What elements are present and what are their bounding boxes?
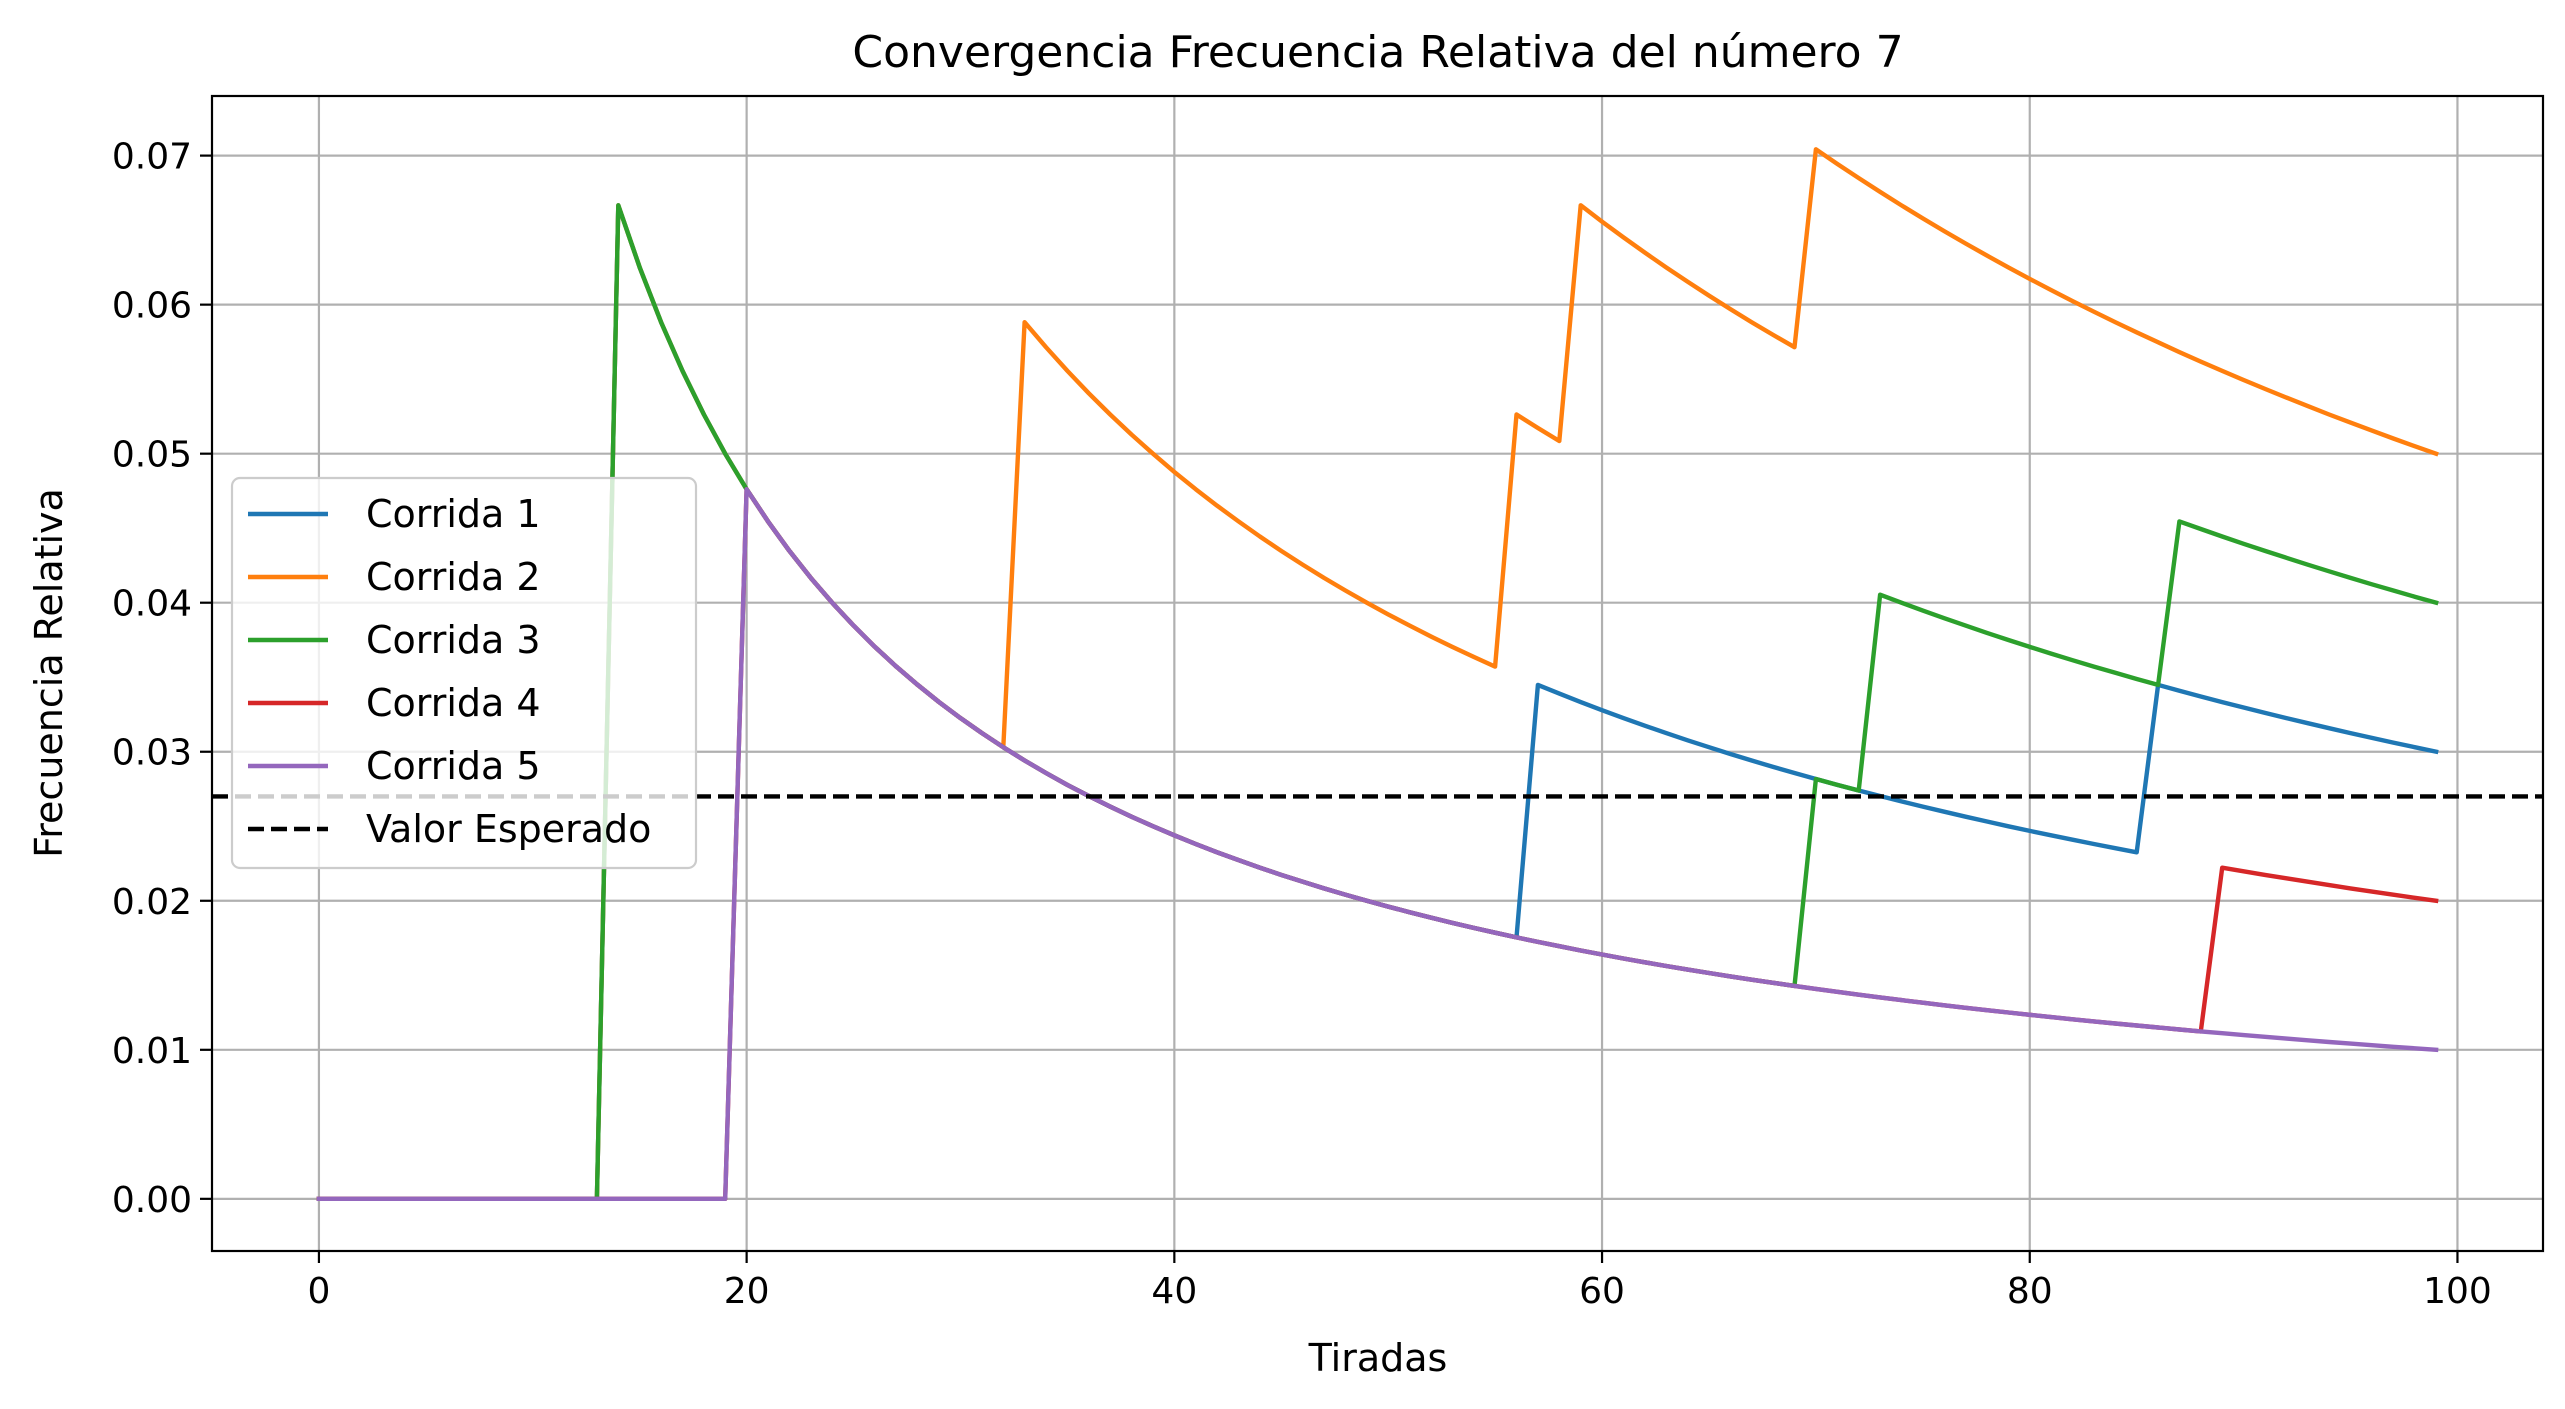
legend-label: Corrida 5 bbox=[366, 744, 541, 788]
legend-frame bbox=[230, 476, 698, 870]
axes-frame bbox=[210, 94, 2545, 1253]
legend-label: Corrida 2 bbox=[366, 555, 541, 599]
x-tick-label: 0 bbox=[307, 1271, 330, 1312]
y-tick-label: 0.04 bbox=[112, 584, 192, 625]
x-axis-label: Tiradas bbox=[1308, 1336, 1448, 1380]
x-tick-label: 40 bbox=[1151, 1271, 1197, 1312]
y-tick-label: 0.01 bbox=[112, 1031, 192, 1072]
legend: Corrida 1 Corrida 2 Corrida 3 Corrida 4 Corr… bbox=[230, 476, 698, 870]
y-axis-label: Frecuencia Relativa bbox=[27, 488, 71, 858]
axis-ticks: 0 20 40 60 80 100 0.00 0.01 0.02 0.03 0.04 0.05 0.06… bbox=[112, 137, 2492, 1312]
series-line-corrida-5 bbox=[316, 487, 2439, 1201]
y-tick-label: 0.02 bbox=[112, 882, 192, 923]
x-tick-label: 20 bbox=[724, 1271, 770, 1312]
x-tick-label: 60 bbox=[1579, 1271, 1625, 1312]
y-tick-label: 0.06 bbox=[112, 286, 192, 327]
chart-title: Convergencia Frecuencia Relativa del núm… bbox=[852, 27, 1903, 78]
plot-area bbox=[212, 147, 2543, 1201]
y-tick-label: 0.00 bbox=[112, 1180, 192, 1221]
legend-label: Corrida 1 bbox=[366, 492, 541, 536]
legend-label: Valor Esperado bbox=[366, 807, 651, 851]
y-tick-label: 0.07 bbox=[112, 137, 192, 178]
legend-label: Corrida 4 bbox=[366, 681, 541, 725]
x-tick-label: 80 bbox=[2007, 1271, 2053, 1312]
legend-label: Corrida 3 bbox=[366, 618, 541, 662]
x-tick-label: 100 bbox=[2423, 1271, 2492, 1312]
y-tick-label: 0.05 bbox=[112, 435, 192, 476]
y-tick-label: 0.03 bbox=[112, 733, 192, 774]
